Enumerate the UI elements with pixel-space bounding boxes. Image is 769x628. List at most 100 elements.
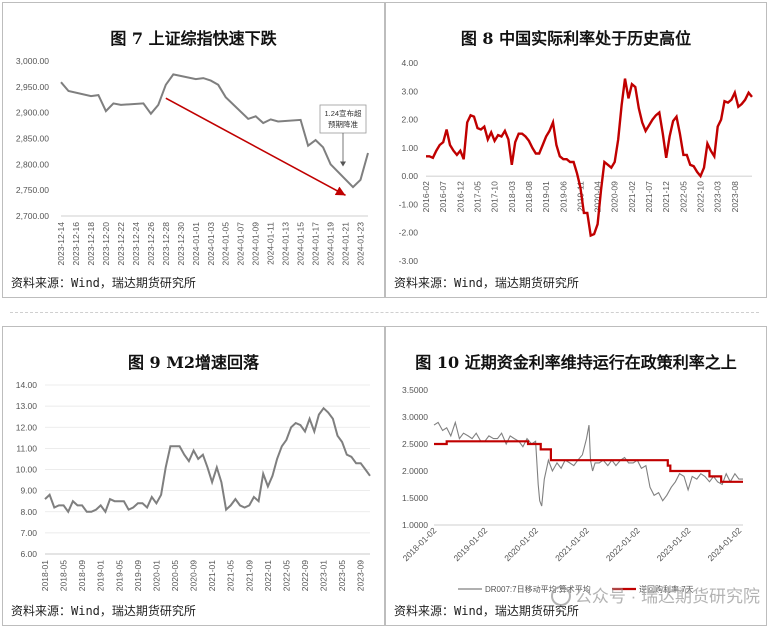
x-tick-label: 2016-02 xyxy=(421,181,431,212)
x-tick-label: 2018-05 xyxy=(59,560,69,591)
sse-index-line xyxy=(60,73,369,189)
chart-panel-sse-index: 图 7 上证综指快速下跌 3,000.00 2,950.00 2,900.00 2,8… xyxy=(2,2,385,298)
y-tick-label: -2.00 xyxy=(399,228,419,238)
chart-panel-funding-rate: 图 10 近期资金利率维持运行在政策利率之上 3.5000 3.0000 2.500… xyxy=(385,326,767,626)
x-tick-label: 2024-01-07 xyxy=(236,222,246,266)
x-tick-label: 2024-01-19 xyxy=(326,222,336,266)
x-tick-label: 2023-12-30 xyxy=(176,222,186,266)
x-tick-label: 2024-01-17 xyxy=(311,222,321,266)
y-tick-label: 3.00 xyxy=(401,86,418,96)
chart-title: 图 7 上证综指快速下跌 xyxy=(110,29,277,48)
x-tick-label: 2016-12 xyxy=(455,181,465,212)
x-tick-label: 2024-01-21 xyxy=(341,222,351,266)
x-tick-label: 2023-08 xyxy=(730,181,740,212)
x-tick-label: 2022-05 xyxy=(281,560,291,591)
y-tick-label: -1.00 xyxy=(399,199,419,209)
x-tick-label: 2023-12-20 xyxy=(101,222,111,266)
legend-label-dr007: DR007:7日移动平均:算术平均 xyxy=(485,584,591,594)
y-tick-label: 11.00 xyxy=(16,443,37,453)
y-tick-label: 3.0000 xyxy=(402,412,428,422)
x-tick-label: 2023-12-18 xyxy=(86,222,96,266)
y-tick-label: 1.5000 xyxy=(402,493,428,503)
chart-source: 资料来源：Wind，瑞达期货研究所 xyxy=(11,276,196,290)
y-tick-label: 2.0000 xyxy=(402,466,428,476)
x-tick-label: 2023-01-02 xyxy=(655,525,693,563)
x-tick-label: 2022-01 xyxy=(263,560,273,591)
real-rate-line xyxy=(426,78,753,238)
annotation-text: 1.24宣布超 xyxy=(324,108,362,118)
y-tick-label: 2,900.00 xyxy=(16,108,49,118)
x-tick-label: 2024-01-15 xyxy=(296,222,306,266)
x-tick-label: 2021-01 xyxy=(207,560,217,591)
x-tick-label: 2021-01-02 xyxy=(553,525,591,563)
x-tick-label: 2023-12-28 xyxy=(161,222,171,266)
x-tick-label: 2024-01-05 xyxy=(221,222,231,266)
y-tick-label: 8.00 xyxy=(20,507,37,517)
y-tick-label: 7.00 xyxy=(20,528,37,538)
y-tick-label: 2.5000 xyxy=(402,439,428,449)
x-tick-label: 2024-01-09 xyxy=(251,222,261,266)
x-tick-label: 2019-01 xyxy=(96,560,106,591)
x-tick-label: 2023-05 xyxy=(337,560,347,591)
x-tick-label: 2024-01-03 xyxy=(206,222,216,266)
x-tick-label: 2020-01 xyxy=(151,560,161,591)
x-tick-label: 2023-12-22 xyxy=(116,222,126,266)
x-tick-label: 2020-01-02 xyxy=(502,525,540,563)
x-tick-label: 2022-09 xyxy=(300,560,310,591)
x-tick-label: 2024-01-23 xyxy=(356,222,366,266)
x-tick-label: 2018-01 xyxy=(40,560,50,591)
x-tick-label: 2019-09 xyxy=(133,560,143,591)
x-tick-label: 2023-12-14 xyxy=(56,222,66,266)
funding-rate-chart: 3.5000 3.0000 2.5000 2.0000 1.5000 1.00002018… xyxy=(401,385,744,594)
y-tick-label: 14.00 xyxy=(16,380,38,390)
legend-label-reverse-repo: 逆回购利率:7天 xyxy=(639,584,694,594)
y-tick-label: 13.00 xyxy=(16,401,38,411)
wechat-icon xyxy=(550,586,571,606)
chart-panel-real-rate: 图 8 中国实际利率处于历史高位 4.00 3.00 2.00 1.00 0.00 -1.… xyxy=(385,2,767,298)
x-tick-label: 2024-01-01 xyxy=(191,222,201,266)
x-tick-label: 2019-01-02 xyxy=(451,525,489,563)
y-tick-label: 10.00 xyxy=(16,465,38,475)
x-tick-label: 2019-01 xyxy=(541,181,551,212)
dr007-line xyxy=(433,420,743,507)
x-tick-label: 2018-08 xyxy=(524,181,534,212)
y-tick-label: 6.00 xyxy=(20,549,37,559)
watermark: 公众号 · 瑞达期货研究院 xyxy=(550,582,760,607)
y-tick-label: 9.00 xyxy=(20,486,37,496)
x-tick-label: 2023-09 xyxy=(356,560,366,591)
y-tick-label: 2.00 xyxy=(401,115,418,125)
x-tick-label: 2024-01-02 xyxy=(706,525,744,563)
x-tick-label: 2020-04 xyxy=(593,181,603,212)
sse-index-chart: 3,000.00 2,950.00 2,900.00 2,850.00 2,800.00… xyxy=(16,56,369,266)
x-tick-label: 2021-02 xyxy=(627,181,637,212)
m2-growth-line xyxy=(44,406,371,514)
chart-title: 图 8 中国实际利率处于历史高位 xyxy=(460,29,692,48)
panel-separator xyxy=(0,298,769,326)
chart-source: 资料来源：Wind，瑞达期货研究所 xyxy=(394,604,579,618)
annotation-arrowhead xyxy=(340,161,346,167)
y-tick-label: 4.00 xyxy=(401,58,418,68)
x-tick-label: 2021-12 xyxy=(661,181,671,212)
chart-title: 图 9 M2增速回落 xyxy=(127,353,260,372)
x-tick-label: 2017-05 xyxy=(472,181,482,212)
m2-growth-chart: 14.00 13.00 12.00 11.00 10.00 9.00 8.00 7.00 6.0… xyxy=(16,380,371,591)
watermark-text: 公众号 · 瑞达期货研究院 xyxy=(574,587,760,606)
y-tick-label: 2,700.00 xyxy=(16,211,49,221)
y-tick-label: 1.0000 xyxy=(402,520,428,530)
chart-panel-m2: 图 9 M2增速回落 14.00 13.00 12.00 11.00 10.00 9.00… xyxy=(2,326,385,626)
y-tick-label: 3,000.00 xyxy=(16,56,49,66)
x-tick-label: 2018-03 xyxy=(507,181,517,212)
x-tick-label: 2023-12-24 xyxy=(131,222,141,266)
y-tick-label: 12.00 xyxy=(16,422,38,432)
downtrend-arrow xyxy=(165,97,346,197)
y-tick-label: -3.00 xyxy=(399,256,419,266)
chart-source: 资料来源：Wind，瑞达期货研究所 xyxy=(394,276,579,290)
x-tick-label: 2020-05 xyxy=(170,560,180,591)
x-tick-label: 2019-05 xyxy=(114,560,124,591)
x-tick-label: 2018-01-02 xyxy=(401,525,439,563)
x-tick-label: 2022-10 xyxy=(696,181,706,212)
y-tick-label: 2,950.00 xyxy=(16,82,49,92)
x-tick-label: 2021-09 xyxy=(244,560,254,591)
x-tick-label: 2023-03 xyxy=(713,181,723,212)
y-tick-label: 2,850.00 xyxy=(16,134,49,144)
